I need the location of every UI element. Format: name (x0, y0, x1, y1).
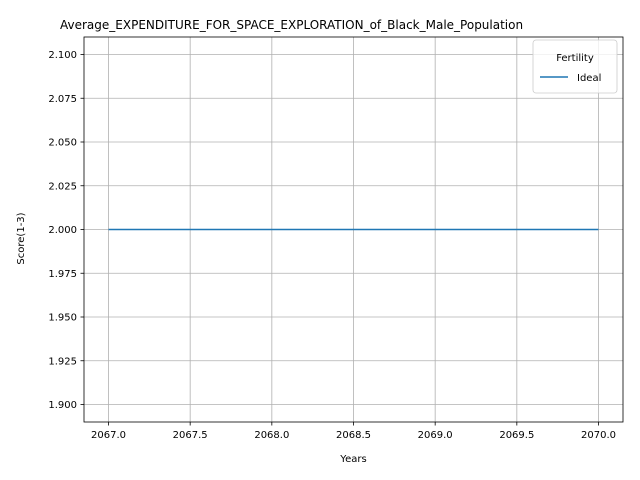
y-tick-label: 2.075 (48, 94, 77, 105)
y-tick-label: 1.975 (48, 269, 77, 280)
legend-title: Fertility (556, 53, 594, 64)
y-tick-label: 2.100 (48, 50, 77, 61)
x-tick-label: 2068.0 (254, 430, 289, 441)
x-tick-label: 2069.5 (499, 430, 534, 441)
x-axis-label: Years (339, 454, 366, 465)
legend-box (532, 39, 618, 94)
y-tick-label: 1.900 (48, 400, 77, 411)
y-tick-label: 1.925 (48, 356, 77, 367)
y-tick-label: 2.050 (48, 138, 77, 149)
x-tick-label: 2067.5 (173, 430, 208, 441)
x-tick-label: 2068.5 (336, 430, 371, 441)
x-tick-label: 2070.0 (581, 430, 616, 441)
ticks: 2067.0 2067.5 2068.0 2068.5 2069.0 2069.5 2070… (48, 50, 616, 441)
x-tick-label: 2067.0 (91, 430, 126, 441)
x-tick-label: 2069.0 (418, 430, 453, 441)
grid (84, 37, 623, 422)
chart-title: Average_EXPENDITURE_FOR_SPACE_EXPLORATIO… (60, 18, 523, 32)
legend-entry-ideal: Ideal (577, 73, 601, 84)
y-tick-label: 2.025 (48, 181, 77, 192)
y-tick-label: 1.950 (48, 313, 77, 324)
y-axis-label: Score(1-3) (16, 212, 27, 264)
legend: Fertility Ideal (532, 39, 618, 94)
y-tick-label: 2.000 (48, 225, 77, 236)
